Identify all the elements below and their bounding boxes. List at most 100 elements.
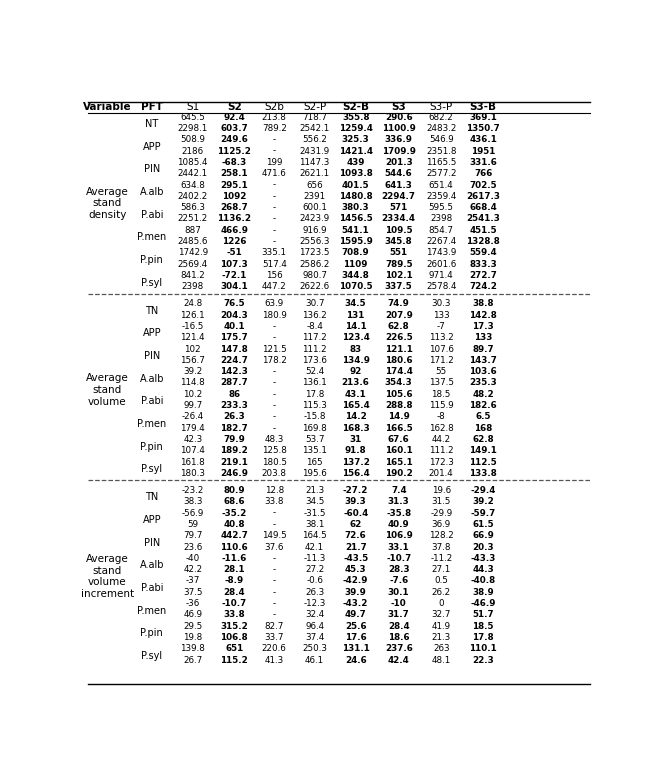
Text: 114.8: 114.8 [180, 378, 205, 388]
Text: 37.8: 37.8 [432, 543, 451, 551]
Text: 128.2: 128.2 [429, 531, 453, 540]
Text: -51: -51 [226, 249, 242, 257]
Text: 115.9: 115.9 [429, 401, 453, 410]
Text: 541.1: 541.1 [342, 225, 369, 235]
Text: 258.1: 258.1 [221, 169, 248, 178]
Text: 40.8: 40.8 [223, 520, 245, 529]
Text: 110.6: 110.6 [220, 543, 248, 551]
Text: 226.5: 226.5 [385, 334, 412, 342]
Text: 178.2: 178.2 [262, 356, 287, 365]
Text: 41.3: 41.3 [264, 655, 284, 665]
Text: 123.4: 123.4 [342, 334, 369, 342]
Text: 180.6: 180.6 [385, 356, 412, 365]
Text: 38.1: 38.1 [305, 520, 325, 529]
Text: 40.1: 40.1 [223, 322, 245, 331]
Text: 916.9: 916.9 [302, 225, 327, 235]
Text: -10: -10 [391, 599, 407, 608]
Text: 161.8: 161.8 [180, 458, 205, 466]
Text: -68.3: -68.3 [221, 158, 247, 167]
Text: 789.2: 789.2 [262, 124, 287, 133]
Text: 21.3: 21.3 [305, 486, 325, 495]
Text: A.alb: A.alb [139, 374, 164, 384]
Text: -12.3: -12.3 [303, 599, 326, 608]
Text: 111.2: 111.2 [302, 344, 327, 354]
Text: 26.7: 26.7 [183, 655, 202, 665]
Text: 55: 55 [436, 367, 447, 376]
Text: 21.3: 21.3 [432, 633, 451, 642]
Text: 17.8: 17.8 [473, 633, 494, 642]
Text: 442.7: 442.7 [220, 531, 248, 540]
Text: -: - [272, 587, 276, 597]
Text: 68.6: 68.6 [223, 497, 245, 506]
Text: 26.2: 26.2 [432, 587, 451, 597]
Text: 272.7: 272.7 [469, 271, 497, 280]
Text: -11.3: -11.3 [303, 554, 326, 563]
Text: 980.7: 980.7 [302, 271, 327, 280]
Text: PIN: PIN [143, 164, 160, 174]
Text: 551: 551 [389, 249, 408, 257]
Text: 634.8: 634.8 [180, 181, 205, 190]
Text: 249.6: 249.6 [220, 135, 248, 144]
Text: 189.2: 189.2 [220, 446, 248, 455]
Text: 233.3: 233.3 [220, 401, 248, 410]
Text: 82.7: 82.7 [264, 621, 284, 631]
Text: 600.1: 600.1 [302, 203, 327, 212]
Text: 164.5: 164.5 [302, 531, 327, 540]
Text: 43.1: 43.1 [345, 390, 367, 399]
Text: 14.9: 14.9 [388, 412, 410, 422]
Text: -29.4: -29.4 [471, 486, 496, 495]
Text: 19.8: 19.8 [183, 633, 202, 642]
Text: S2-P: S2-P [303, 102, 327, 112]
Text: 156: 156 [266, 271, 282, 280]
Text: -56.9: -56.9 [182, 509, 204, 517]
Text: 337.5: 337.5 [385, 283, 412, 291]
Text: 268.7: 268.7 [220, 203, 248, 212]
Text: 133: 133 [474, 334, 492, 342]
Text: 2391: 2391 [303, 192, 326, 201]
Text: A.alb: A.alb [139, 560, 164, 571]
Text: 32.4: 32.4 [305, 611, 325, 619]
Text: 344.8: 344.8 [342, 271, 369, 280]
Text: -36: -36 [186, 599, 200, 608]
Text: -15.8: -15.8 [303, 412, 326, 422]
Text: 1093.8: 1093.8 [339, 169, 373, 178]
Text: 12.8: 12.8 [264, 486, 284, 495]
Text: 246.9: 246.9 [220, 469, 248, 478]
Text: 1709.9: 1709.9 [382, 147, 416, 156]
Text: -: - [272, 181, 276, 190]
Text: 203.8: 203.8 [262, 469, 287, 478]
Text: -: - [272, 135, 276, 144]
Text: -11.6: -11.6 [221, 554, 247, 563]
Text: -: - [272, 599, 276, 608]
Text: 451.5: 451.5 [469, 225, 497, 235]
Text: 45.3: 45.3 [345, 565, 366, 574]
Text: 1085.4: 1085.4 [178, 158, 208, 167]
Text: -: - [272, 520, 276, 529]
Text: 2251.2: 2251.2 [178, 215, 208, 223]
Text: APP: APP [143, 142, 161, 152]
Text: 107.3: 107.3 [220, 259, 248, 269]
Text: S3: S3 [391, 102, 406, 112]
Text: 2617.3: 2617.3 [466, 192, 500, 201]
Text: 195.6: 195.6 [302, 469, 327, 478]
Text: 173.6: 173.6 [302, 356, 327, 365]
Text: P.pin: P.pin [140, 442, 163, 452]
Text: 121.4: 121.4 [180, 334, 205, 342]
Text: 213.6: 213.6 [342, 378, 369, 388]
Text: 1259.4: 1259.4 [338, 124, 373, 133]
Text: 789.5: 789.5 [385, 259, 412, 269]
Text: 160.1: 160.1 [385, 446, 412, 455]
Text: 508.9: 508.9 [180, 135, 206, 144]
Text: 107.4: 107.4 [180, 446, 205, 455]
Text: -: - [272, 367, 276, 376]
Text: 46.1: 46.1 [305, 655, 325, 665]
Text: 571: 571 [389, 203, 408, 212]
Text: 0.5: 0.5 [434, 577, 448, 585]
Text: 51.7: 51.7 [473, 611, 494, 619]
Text: -0.6: -0.6 [306, 577, 323, 585]
Text: 887: 887 [184, 225, 201, 235]
Text: 106.9: 106.9 [385, 531, 412, 540]
Text: 1421.4: 1421.4 [338, 147, 373, 156]
Text: -40: -40 [186, 554, 200, 563]
Text: 250.3: 250.3 [302, 645, 327, 653]
